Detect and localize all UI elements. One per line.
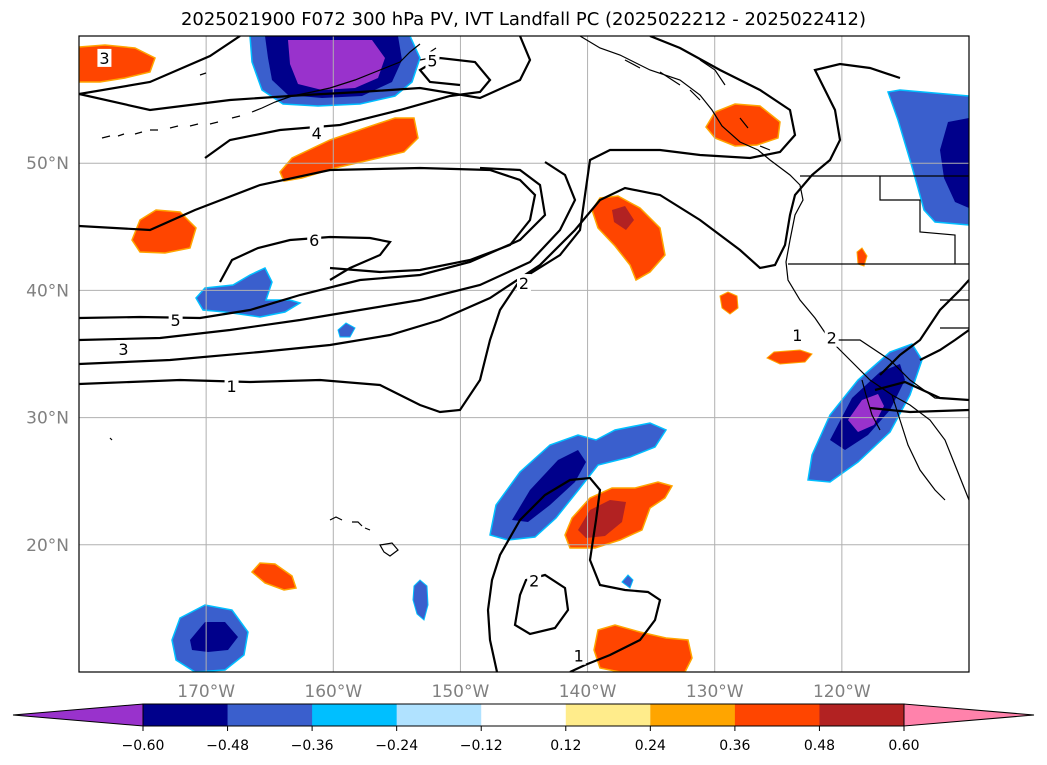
map-title: 2025021900 F072 300 hPa PV, IVT Landfall… (180, 9, 867, 30)
colorbar-tick-label: 0.48 (804, 738, 835, 754)
contour-label-background (97, 48, 112, 67)
colorbar-segment (819, 704, 905, 726)
lon-tick-label: 130°W (686, 682, 744, 702)
contour-label-background (790, 326, 805, 345)
contour-label-background (824, 328, 839, 347)
negative-blob-subtropical (489, 422, 668, 541)
colorbar-segment (565, 704, 651, 726)
contour-label: 1 (574, 647, 584, 666)
positive-blob-south (593, 624, 693, 672)
contour-label: 2 (827, 329, 837, 348)
colorbar-tick-label: 0.12 (550, 738, 581, 754)
contour-labels: 3 4 6 5 3 1 2 1 2 2 1 5 (97, 48, 839, 666)
contour-label: 3 (99, 49, 109, 68)
negative-blob-alaska (249, 36, 421, 107)
colorbar (12, 703, 1035, 727)
contour-label: 1 (226, 377, 236, 396)
latitude-tick-labels: 20°N 30°N 40°N 50°N (26, 154, 69, 556)
longitude-tick-labels: 170°W 160°W 150°W 140°W 130°W 120°W (177, 682, 871, 702)
colorbar-segment (734, 704, 820, 726)
map-frame (78, 35, 970, 673)
colorbar-segment (312, 704, 398, 726)
colorbar-segment (227, 704, 313, 726)
colorbar-extend-low (12, 703, 144, 727)
contour-label-background (309, 123, 324, 142)
colorbar-tick-label: −0.48 (206, 738, 249, 754)
colorbar-segment (650, 704, 736, 726)
lon-tick-label: 140°W (559, 682, 617, 702)
lon-tick-label: 160°W (304, 682, 362, 702)
colorbar-tick-label: 0.36 (719, 738, 750, 754)
colorbar-segment (481, 704, 567, 726)
contour-label: 2 (529, 572, 539, 591)
contour-label-background (116, 340, 131, 359)
contour-label-background (527, 571, 542, 590)
contour-label: 6 (309, 231, 319, 250)
grid-lines (79, 36, 969, 672)
colorbar-tick-label: 0.60 (888, 738, 919, 754)
colorbar-tick-label: −0.24 (375, 738, 418, 754)
contour-label: 2 (519, 274, 529, 293)
contour-label-background (168, 310, 183, 329)
contour-label-background (517, 274, 531, 293)
positive-blob-west (131, 209, 197, 254)
colorbar-segment (143, 704, 229, 726)
coastlines (101, 36, 969, 557)
contour-label: 5 (171, 311, 181, 330)
pv-shading (79, 36, 969, 672)
contour-label-background (571, 646, 586, 665)
positive-blob-subtropical (564, 481, 674, 549)
negative-blob-southwest (171, 604, 249, 672)
lon-tick-label: 150°W (432, 682, 490, 702)
positive-blob-bc-coast (705, 103, 781, 147)
pc-contours (79, 36, 969, 672)
contour-label: 5 (427, 51, 437, 70)
lat-tick-label: 40°N (26, 281, 69, 301)
negative-blob-hawaii (412, 574, 634, 621)
colorbar-tick-label: −0.36 (291, 738, 334, 754)
contour-label: 4 (312, 124, 322, 143)
colorbar-segment (396, 704, 482, 726)
contour-label-background (425, 51, 440, 70)
contour-label-background (224, 377, 239, 396)
contour-label-background (307, 230, 322, 249)
positive-blob-aleutian (279, 117, 419, 182)
contour-label: 1 (792, 326, 802, 345)
contour-label: 3 (118, 340, 128, 359)
lon-tick-label: 170°W (177, 682, 235, 702)
colorbar-tick-label: 0.24 (635, 738, 666, 754)
map-plot-area: 3 4 6 5 3 1 2 1 2 2 1 5 (79, 36, 969, 672)
lat-tick-label: 50°N (26, 154, 69, 174)
colorbar-tick-label: −0.60 (122, 738, 165, 754)
positive-blob-offshore-oregon (591, 195, 666, 282)
lon-tick-label: 120°W (813, 682, 871, 702)
colorbar-extend-high (903, 703, 1035, 727)
lat-tick-label: 20°N (26, 536, 69, 556)
colorbar-frame (142, 703, 905, 727)
colorbar-tick-label: −0.12 (460, 738, 503, 754)
colorbar-tick-labels: −0.60 −0.48 −0.36 −0.24 −0.12 0.12 0.24 0.36 0.4… (122, 726, 920, 754)
negative-blob-baja (807, 343, 923, 483)
lat-tick-label: 30°N (26, 409, 69, 429)
positive-blob-small-a (719, 247, 868, 365)
positive-blob-hawaii-west (250, 562, 297, 591)
